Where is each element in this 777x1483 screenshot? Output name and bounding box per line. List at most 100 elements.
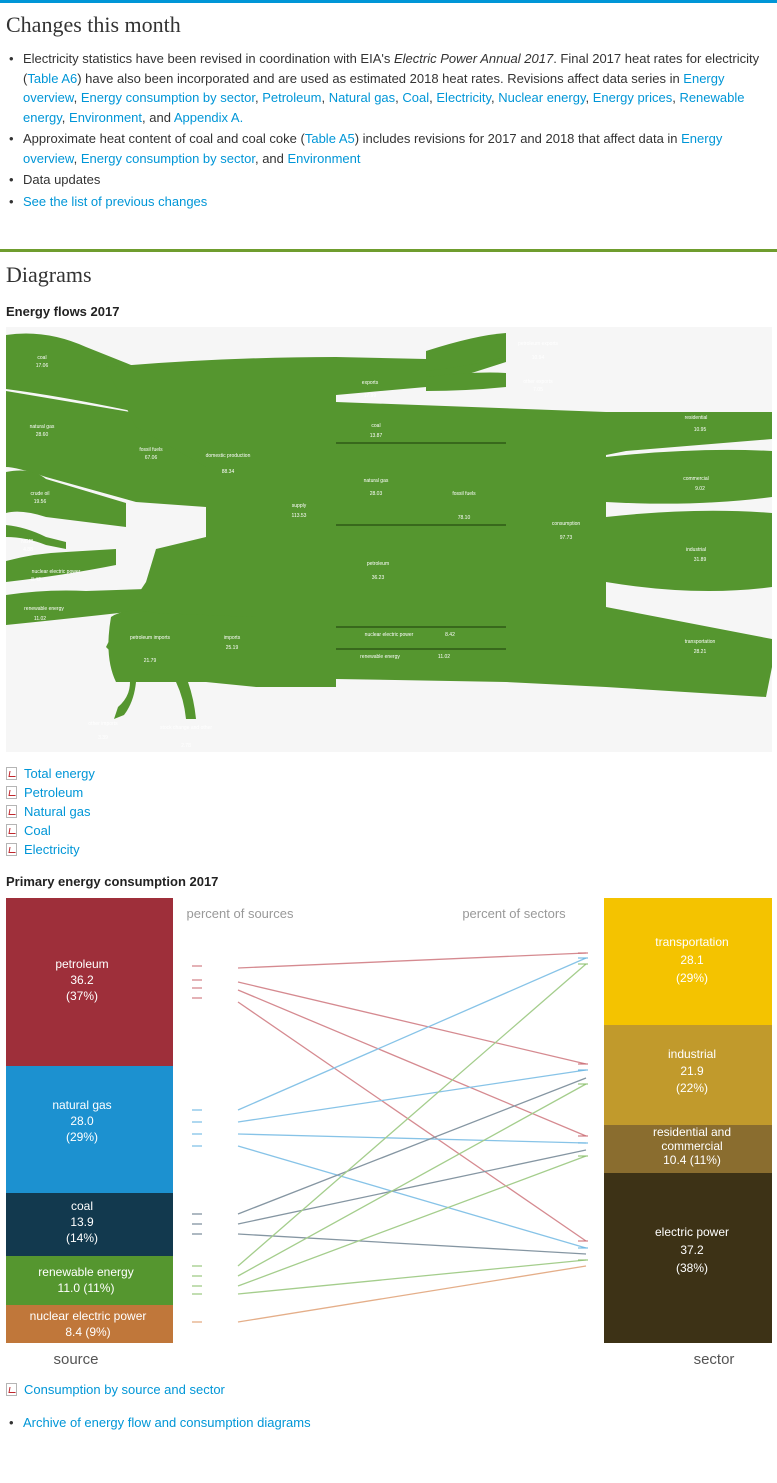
sector-transportation-value: 28.1 xyxy=(680,953,704,967)
top-rule xyxy=(0,0,777,3)
flow-label-natural-gas: natural gas xyxy=(30,424,55,430)
flow-value-coal-mid: 13.87 xyxy=(370,433,383,439)
flow-value-coal: 17.06 xyxy=(36,363,49,369)
energy-flow-pdf-links: Total energy Petroleum Natural gas Coal … xyxy=(6,764,95,859)
flow-value-nuclear-mid: 8.42 xyxy=(445,632,455,638)
flow-value-renewable: 11.02 xyxy=(34,616,46,622)
archive-diagrams-link[interactable]: Archive of energy flow and consumption d… xyxy=(23,1415,311,1430)
source-nuclear-label: nuclear electric power xyxy=(30,1309,147,1323)
archive-item: Archive of energy flow and consumption d… xyxy=(6,1413,764,1433)
natural-gas-pdf-link[interactable]: Natural gas xyxy=(24,804,91,819)
energy-consumption-by-sector-link-2[interactable]: Energy consumption by sector xyxy=(80,150,255,166)
pdf-icon xyxy=(6,786,17,799)
flow-value-transportation: 28.21 xyxy=(694,649,707,655)
flow-value-imports: 25.19 xyxy=(226,645,239,651)
source-petroleum-label: petroleum xyxy=(55,957,108,971)
flow-value-consumption: 97.73 xyxy=(560,535,573,541)
flow-label-coal: coal xyxy=(37,355,46,361)
energy-flow-diagram[interactable]: coal 17.06 natural gas 28.60 crude oil 1… xyxy=(6,327,772,752)
flow-label-ngpl: NGPL xyxy=(21,539,35,545)
energy-flows-title: Energy flows 2017 xyxy=(6,304,120,319)
energy-overview-link-2[interactable]: Energy overview xyxy=(23,131,723,166)
previous-changes-link[interactable]: See the list of previous changes xyxy=(23,193,208,209)
environment-link[interactable]: Environment xyxy=(69,109,143,125)
sector-industrial-value: 21.9 xyxy=(680,1064,704,1078)
coal-pdf-link[interactable]: Coal xyxy=(24,823,51,838)
flow-value-renewable-mid: 11.02 xyxy=(438,654,450,660)
flow-label-exports: exports xyxy=(362,380,379,386)
electricity-link[interactable]: Electricity xyxy=(436,90,492,105)
flow-value-fossil-fuels: 67.06 xyxy=(145,455,158,461)
sector-electric-power-label: electric power xyxy=(655,1225,729,1239)
epa-title: Electric Power Annual 2017 xyxy=(393,51,554,66)
table-a6-link[interactable]: Table A6 xyxy=(27,70,78,86)
change-item-data-updates: Data updates xyxy=(6,170,764,190)
energy-prices-link[interactable]: Energy prices xyxy=(592,90,673,105)
energy-overview-link[interactable]: Energy overview xyxy=(23,70,725,106)
flow-label-stock-change: stock change and other xyxy=(160,725,212,731)
coal-link[interactable]: Coal xyxy=(402,90,430,105)
flow-label-other-imports: other imports xyxy=(88,721,118,727)
source-axis-label: source xyxy=(53,1351,98,1368)
environment-link-2[interactable]: Environment xyxy=(287,150,361,166)
petroleum-pdf-link[interactable]: Petroleum xyxy=(24,785,84,800)
petroleum-link[interactable]: Petroleum xyxy=(262,90,322,105)
primary-consumption-diagram[interactable]: percent of sources percent of sectors so… xyxy=(6,898,772,1370)
flow-label-transportation: transportation xyxy=(685,639,716,645)
source-renewable-label: renewable energy xyxy=(38,1265,133,1279)
flow-value-petroleum-imports: 21.79 xyxy=(144,658,157,664)
sector-electric-power-value: 37.2 xyxy=(680,1243,704,1257)
natural-gas-link[interactable]: Natural gas xyxy=(328,90,396,105)
flow-label-renewable: renewable energy xyxy=(24,606,64,612)
flow-label-commercial: commercial xyxy=(683,476,709,482)
flow-value-industrial: 31.89 xyxy=(694,557,707,563)
flow-value-nuclear: 8.42 xyxy=(31,577,41,583)
appendix-a-link[interactable]: Appendix A. xyxy=(173,109,244,125)
pdf-link-petroleum[interactable]: Petroleum xyxy=(6,783,95,802)
consumption-pdf-links: Consumption by source and sector xyxy=(6,1380,225,1399)
flow-value-crude-oil: 19.56 xyxy=(34,499,47,505)
flow-value-supply: 113.53 xyxy=(292,513,307,519)
flow-value-stock-change: 2.78 xyxy=(181,743,191,749)
source-renewable-value: 11.0 (11%) xyxy=(58,1281,115,1295)
flow-value-exports: 17.99 xyxy=(364,393,377,399)
pdf-link-electricity[interactable]: Electricity xyxy=(6,840,95,859)
flow-value-commercial: 9.02 xyxy=(695,486,705,492)
electricity-pdf-link[interactable]: Electricity xyxy=(24,842,80,857)
source-coal-value: 13.9 xyxy=(70,1215,94,1229)
change-item-previous: See the list of previous changes xyxy=(6,192,764,212)
flow-value-natural-gas: 28.60 xyxy=(36,432,49,438)
pdf-link-total-energy[interactable]: Total energy xyxy=(6,764,95,783)
changes-list: Electricity statistics have been revised… xyxy=(6,49,764,213)
sector-transportation-label: transportation xyxy=(655,935,728,949)
source-natural-gas-percent: (29%) xyxy=(66,1130,98,1144)
flow-label-petroleum-exports: petroleum exports xyxy=(518,341,559,347)
flow-value-domestic-production: 88.34 xyxy=(222,469,235,475)
pdf-link-natural-gas[interactable]: Natural gas xyxy=(6,802,95,821)
pdf-link-consumption[interactable]: Consumption by source and sector xyxy=(6,1380,225,1399)
table-a5-link[interactable]: Table A5 xyxy=(304,131,355,146)
percent-of-sectors-label: percent of sectors xyxy=(462,906,566,921)
section-rule xyxy=(0,249,777,252)
renewable-energy-link[interactable]: Renewable energy xyxy=(23,90,745,125)
source-coal-label: coal xyxy=(71,1199,93,1213)
source-natural-gas-label: natural gas xyxy=(52,1098,111,1112)
sector-res-comm-label-2: commercial xyxy=(661,1139,722,1153)
flow-value-petroleum-exports: 10.94 xyxy=(532,355,545,361)
diagrams-title: Diagrams xyxy=(6,262,92,287)
nuclear-energy-link[interactable]: Nuclear energy xyxy=(498,90,586,105)
flow-label-supply: supply xyxy=(292,503,307,509)
sector-industrial-percent: (22%) xyxy=(676,1081,708,1095)
primary-consumption-title: Primary energy consumption 2017 xyxy=(6,874,219,889)
percent-of-sources-label: percent of sources xyxy=(187,906,294,921)
sector-axis-label: sector xyxy=(694,1351,735,1368)
flow-label-industrial: industrial xyxy=(686,547,706,553)
consumption-by-source-sector-link[interactable]: Consumption by source and sector xyxy=(24,1382,225,1397)
sector-transportation-percent: (29%) xyxy=(676,971,708,985)
total-energy-pdf-link[interactable]: Total energy xyxy=(24,766,95,781)
sector-res-comm-label-1: residential and xyxy=(653,1125,731,1139)
pdf-link-coal[interactable]: Coal xyxy=(6,821,95,840)
energy-consumption-by-sector-link[interactable]: Energy consumption by sector xyxy=(80,90,255,105)
pdf-icon xyxy=(6,1383,17,1396)
flow-label-crude-oil: crude oil xyxy=(31,491,50,497)
